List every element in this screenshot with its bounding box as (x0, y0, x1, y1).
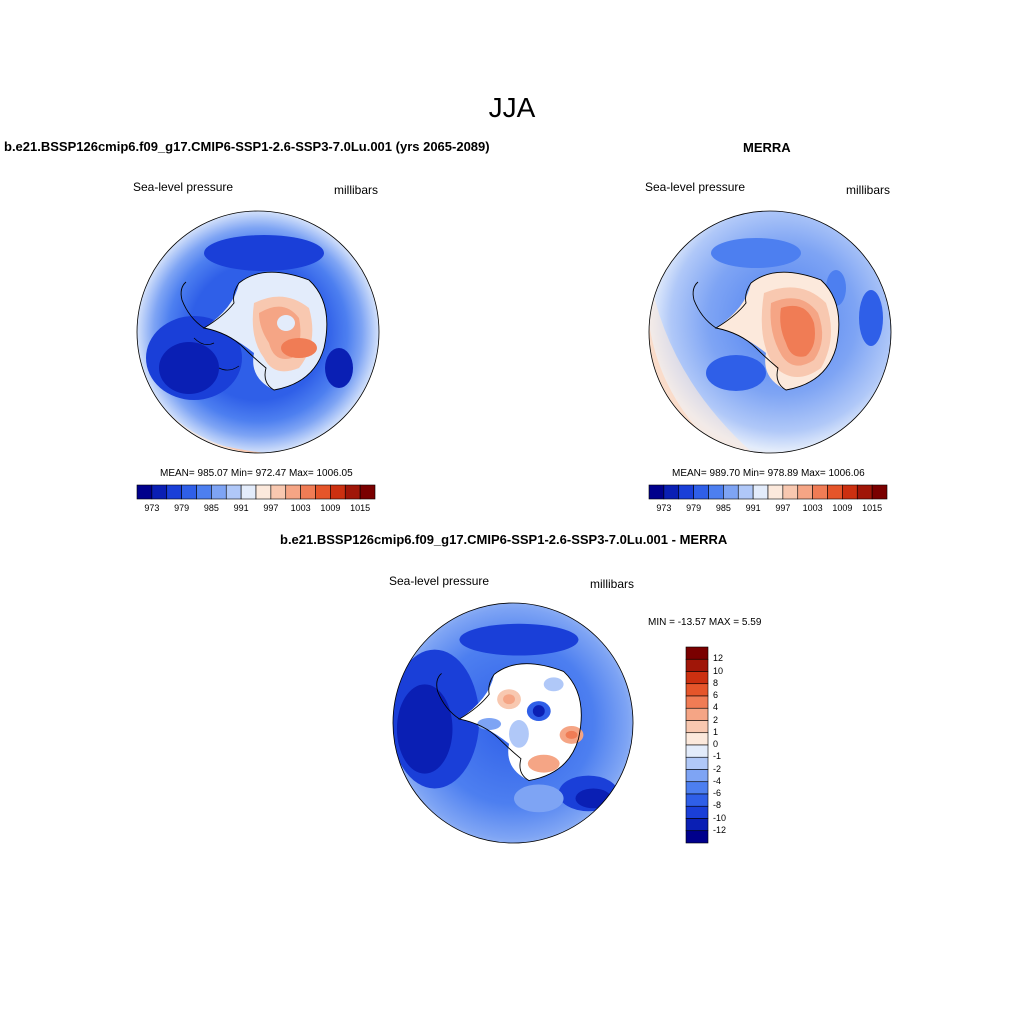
panel-1-colorbar (136, 484, 376, 500)
panel-3-colorbar-box (685, 818, 709, 832)
panel-3-colorbar-box (685, 707, 709, 721)
panel-2-colorbar-box (812, 484, 828, 500)
panel-1-colorbar-box (270, 484, 287, 500)
panel-2-units-label: millibars (846, 183, 891, 197)
panel-3-colorbar-box (685, 781, 709, 795)
panel-2-colorbar-box (708, 484, 724, 500)
panel-1-colorbar-box (300, 484, 316, 500)
panel-1-colorbar-tick-label: 985 (203, 503, 219, 513)
panel-1-colorbar-box (166, 484, 182, 500)
panel-2-colorbar-tick-label: 1003 (802, 503, 823, 513)
panel-1-title: b.e21.BSSP126cmip6.f09_g17.CMIP6-SSP1-2.… (4, 139, 490, 154)
panel-1-colorbar-box (344, 484, 361, 500)
panel-2-colorbar-tick-label: 997 (775, 503, 791, 513)
panel-3-colorbar-box (685, 756, 709, 770)
panel-3-colorbar-tick-label: 0 (713, 739, 719, 749)
panel-1-colorbar-tick-label: 991 (233, 503, 249, 513)
panel-2-colorbar-box (797, 484, 813, 500)
panel-2-colorbar-box (752, 484, 769, 500)
panel-3-colorbar-tick-label: 4 (713, 702, 719, 713)
panel-3-stats: MIN = -13.57 MAX = 5.59 (648, 617, 762, 628)
panel-1-colorbar-box (240, 484, 257, 500)
panel-2-colorbar-tick-label: 1015 (862, 503, 883, 513)
panel-1-units-label: millibars (334, 183, 379, 197)
panel-3-colorbar-box (685, 830, 709, 844)
panel-3-colorbar-tick-label: 2 (713, 714, 719, 725)
panel-1-colorbar-box (196, 484, 212, 500)
panel-1-map (136, 210, 380, 454)
panel-2-colorbar-box (871, 484, 888, 500)
panel-3-units-label: millibars (590, 577, 635, 591)
panel-3-colorbar-box (685, 658, 709, 672)
panel-2-colorbar-box (737, 484, 754, 500)
panel-2-colorbar-box (648, 484, 665, 500)
panel-3-colorbar-tick-label: -4 (713, 775, 722, 786)
panel-3-colorbar-box (685, 695, 709, 709)
panel-2-colorbar-tick-label: 991 (745, 503, 761, 513)
panel-3-colorbar-tick-label: -12 (713, 824, 727, 835)
figure-title: JJA (488, 92, 536, 123)
panel-1-variable-label: Sea-level pressure (133, 180, 234, 194)
panel-3-colorbar-box (685, 671, 709, 685)
panel-3-colorbar (685, 646, 709, 844)
panel-1-colorbar-tick-label: 997 (263, 503, 279, 513)
panel-2-colorbar-tick-label: 979 (686, 503, 702, 513)
panel-3-map (392, 602, 634, 844)
panel-1-colorbar-box (211, 484, 227, 500)
panel-2-variable-label: Sea-level pressure (645, 180, 746, 194)
panel-3-colorbar-box (685, 805, 709, 819)
panel-1-colorbar-box (255, 484, 272, 500)
panel-3-colorbar-tick-label: -6 (713, 788, 722, 798)
panel-3-colorbar-box (685, 744, 709, 758)
panel-2-colorbar-tick-label: 1009 (832, 503, 853, 513)
panel-3-colorbar-tick-label: -1 (713, 751, 722, 762)
panel-3-colorbar-box (685, 793, 709, 807)
panel-2-colorbar-box (767, 484, 784, 500)
panel-2-map (648, 210, 892, 454)
panel-1-colorbar-box (151, 484, 168, 500)
panel-3-colorbar-box (685, 683, 709, 697)
panel-2-colorbar (648, 484, 888, 500)
panel-3-colorbar-tick-label: 10 (713, 665, 724, 676)
panel-2-colorbar-box (856, 484, 873, 500)
panel-2-title: MERRA (743, 140, 791, 155)
panel-1-colorbar-tick-label: 1009 (320, 503, 341, 513)
panel-2-colorbar-box (827, 484, 843, 500)
panel-3-colorbar-tick-label: 8 (713, 677, 719, 688)
panel-3-colorbar-box (685, 769, 709, 783)
panel-3-colorbar-tick-label: 6 (713, 690, 719, 700)
panel-1-colorbar-tick-label: 1015 (350, 503, 371, 513)
panel-1-colorbar-box (136, 484, 153, 500)
panel-1-colorbar-box (330, 484, 346, 500)
panel-2-colorbar-box (663, 484, 680, 500)
panel-3-colorbar-tick-label: -10 (713, 812, 727, 823)
panel-3-colorbar-tick-label: 1 (713, 726, 719, 737)
panel-3-colorbar-box (685, 732, 709, 746)
panel-3-colorbar-tick-label: -2 (713, 763, 722, 774)
panel-3-title: b.e21.BSSP126cmip6.f09_g17.CMIP6-SSP1-2.… (280, 532, 728, 547)
panel-1-colorbar-tick-label: 1003 (290, 503, 311, 513)
panel-1-colorbar-box (225, 484, 242, 500)
panel-2-stats: MEAN= 989.70 Min= 978.89 Max= 1006.06 (672, 468, 865, 479)
panel-1-colorbar-box (359, 484, 376, 500)
panel-1-stats: MEAN= 985.07 Min= 972.47 Max= 1006.05 (160, 468, 353, 479)
panel-2-colorbar-box (782, 484, 799, 500)
panel-2-colorbar-tick-label: 985 (715, 503, 731, 513)
panel-3-colorbar-box (685, 720, 709, 734)
panel-3-colorbar-tick-label: 12 (713, 653, 724, 664)
panel-2-colorbar-tick-label: 973 (656, 503, 672, 513)
panel-1-colorbar-tick-label: 973 (144, 503, 160, 513)
panel-2-colorbar-box (678, 484, 694, 500)
panel-3-colorbar-box (685, 646, 709, 660)
panel-2-colorbar-box (723, 484, 739, 500)
panel-2-colorbar-box (693, 484, 709, 500)
panel-2-colorbar-box (842, 484, 858, 500)
panel-3-colorbar-tick-label: -8 (713, 800, 722, 811)
panel-1-colorbar-box (315, 484, 331, 500)
panel-3-variable-label: Sea-level pressure (389, 574, 490, 588)
panel-1-colorbar-box (181, 484, 197, 500)
panel-1-colorbar-tick-label: 979 (174, 503, 190, 513)
panel-1-colorbar-box (285, 484, 301, 500)
